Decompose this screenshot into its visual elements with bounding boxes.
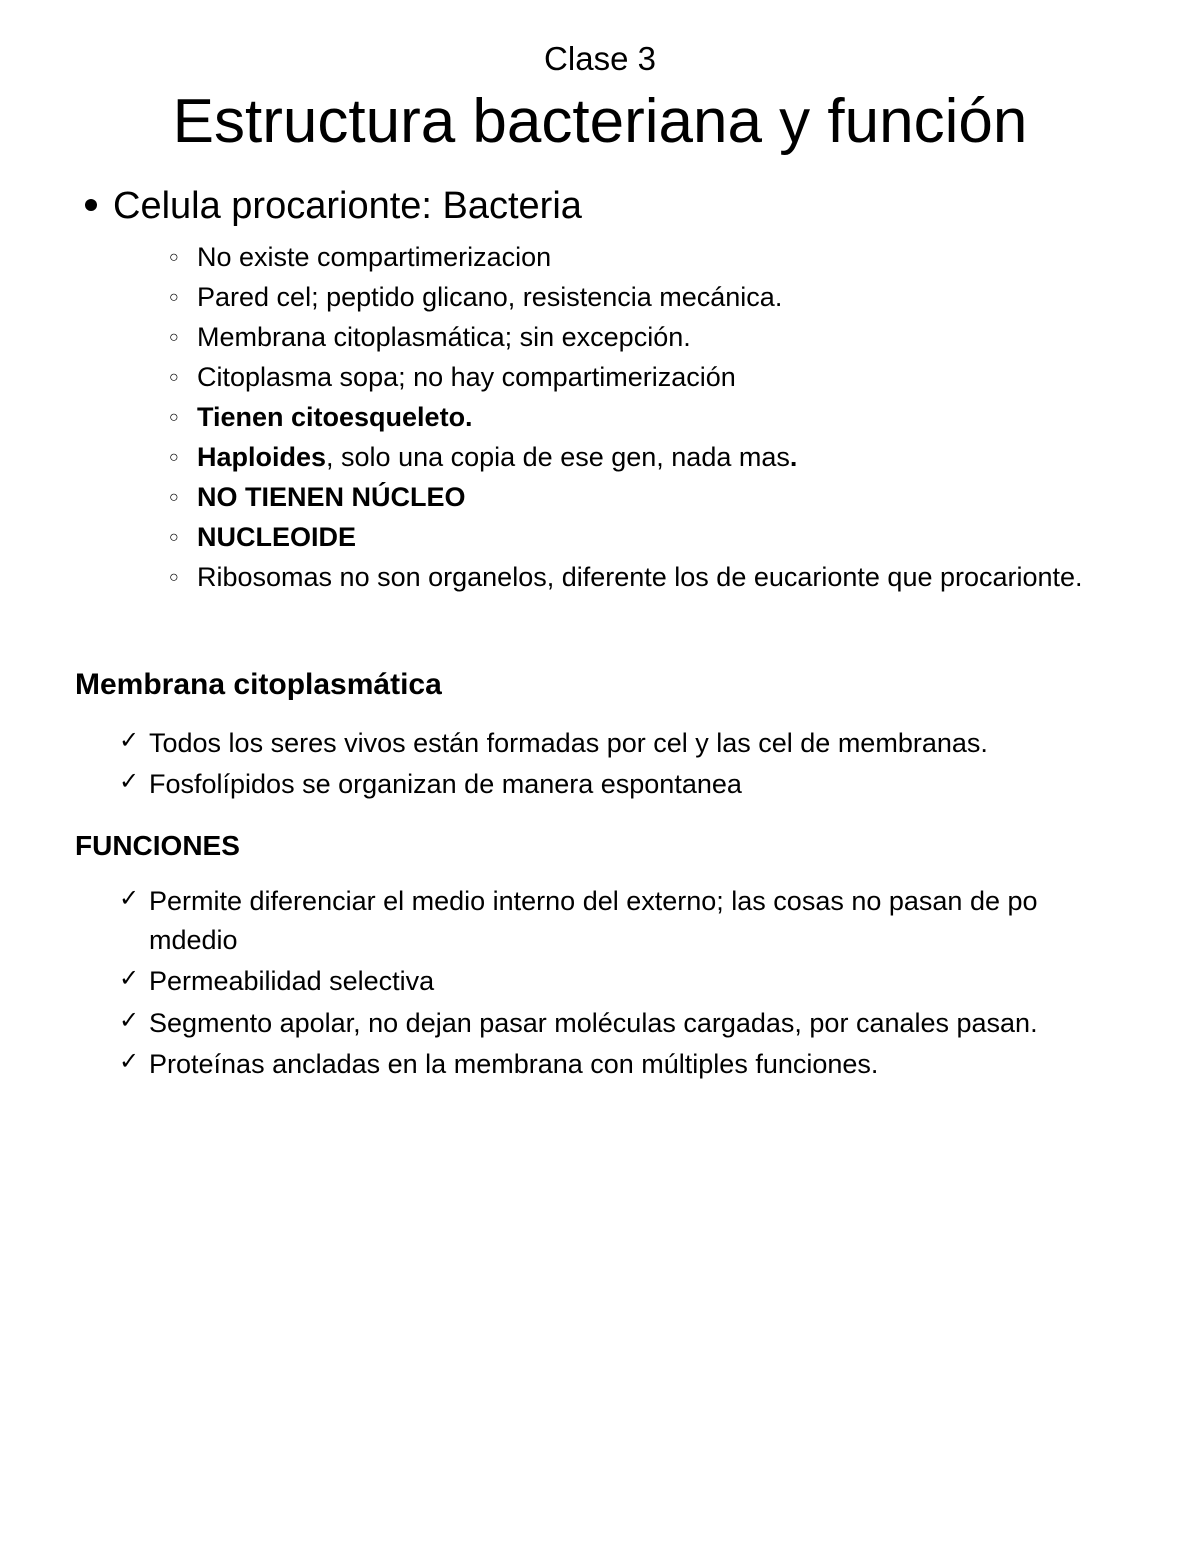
list-item: Pared cel; peptido glicano, resistencia … — [169, 278, 1125, 318]
list-item: NUCLEOIDE — [169, 518, 1125, 558]
list-item-text: , solo una copia de ese gen, nada mas — [326, 442, 790, 472]
list-item: Tienen citoesqueleto. — [169, 398, 1125, 438]
list-item-bold: NO TIENEN NÚCLEO — [197, 482, 466, 512]
list-item-bold: NUCLEOIDE — [197, 522, 356, 552]
list-item-text: Membrana citoplasmática; sin excepción. — [197, 322, 691, 352]
list-item: Proteínas ancladas en la membrana con mú… — [119, 1045, 1125, 1084]
list-item: Permeabilidad selectiva — [119, 962, 1125, 1001]
list-item: Haploides, solo una copia de ese gen, na… — [169, 438, 1125, 478]
section-procarionte: Celula procarionte: Bacteria No existe c… — [85, 185, 1125, 598]
list-item: Todos los seres vivos están formadas por… — [119, 724, 1125, 763]
list-item-text: No existe compartimerizacion — [197, 242, 551, 272]
document-page: Clase 3 Estructura bacteriana y función … — [0, 0, 1200, 1146]
list-item: Segmento apolar, no dejan pasar molécula… — [119, 1004, 1125, 1043]
list-item-text: Fosfolípidos se organizan de manera espo… — [149, 769, 742, 799]
list-item-text: Ribosomas no son organelos, diferente lo… — [197, 562, 1083, 592]
list-item-text: Citoplasma sopa; no hay compartimerizaci… — [197, 362, 736, 392]
section-heading: Celula procarionte: Bacteria — [85, 185, 1125, 228]
list-item: Fosfolípidos se organizan de manera espo… — [119, 765, 1125, 804]
bullet-disc-icon — [85, 199, 97, 211]
list-item: Ribosomas no son organelos, diferente lo… — [169, 558, 1125, 598]
list-item: Permite diferenciar el medio interno del… — [119, 882, 1125, 960]
list-item-text: Todos los seres vivos están formadas por… — [149, 728, 988, 758]
list-item-bold: Haploides — [197, 442, 326, 472]
list-item-text: Permeabilidad selectiva — [149, 966, 434, 996]
list-item-bold: Tienen citoesqueleto. — [197, 402, 473, 432]
section-heading-funciones: FUNCIONES — [75, 830, 1125, 862]
funciones-list: Permite diferenciar el medio interno del… — [119, 882, 1125, 1084]
membrana-list: Todos los seres vivos están formadas por… — [119, 724, 1125, 804]
list-item-text: Proteínas ancladas en la membrana con mú… — [149, 1049, 878, 1079]
section-heading-membrana: Membrana citoplasmática — [75, 668, 1125, 702]
list-item: Citoplasma sopa; no hay compartimerizaci… — [169, 358, 1125, 398]
list-item-text: Segmento apolar, no dejan pasar molécula… — [149, 1008, 1038, 1038]
list-item-text: Pared cel; peptido glicano, resistencia … — [197, 282, 782, 312]
class-label: Clase 3 — [75, 40, 1125, 78]
main-title: Estructura bacteriana y función — [75, 86, 1125, 157]
list-item: Membrana citoplasmática; sin excepción. — [169, 318, 1125, 358]
list-item: NO TIENEN NÚCLEO — [169, 478, 1125, 518]
list-item-bold-suffix: . — [790, 442, 798, 472]
section-heading-text: Celula procarionte: Bacteria — [113, 185, 582, 227]
procarionte-list: No existe compartimerizacion Pared cel; … — [169, 238, 1125, 598]
list-item: No existe compartimerizacion — [169, 238, 1125, 278]
list-item-text: Permite diferenciar el medio interno del… — [149, 886, 1038, 955]
